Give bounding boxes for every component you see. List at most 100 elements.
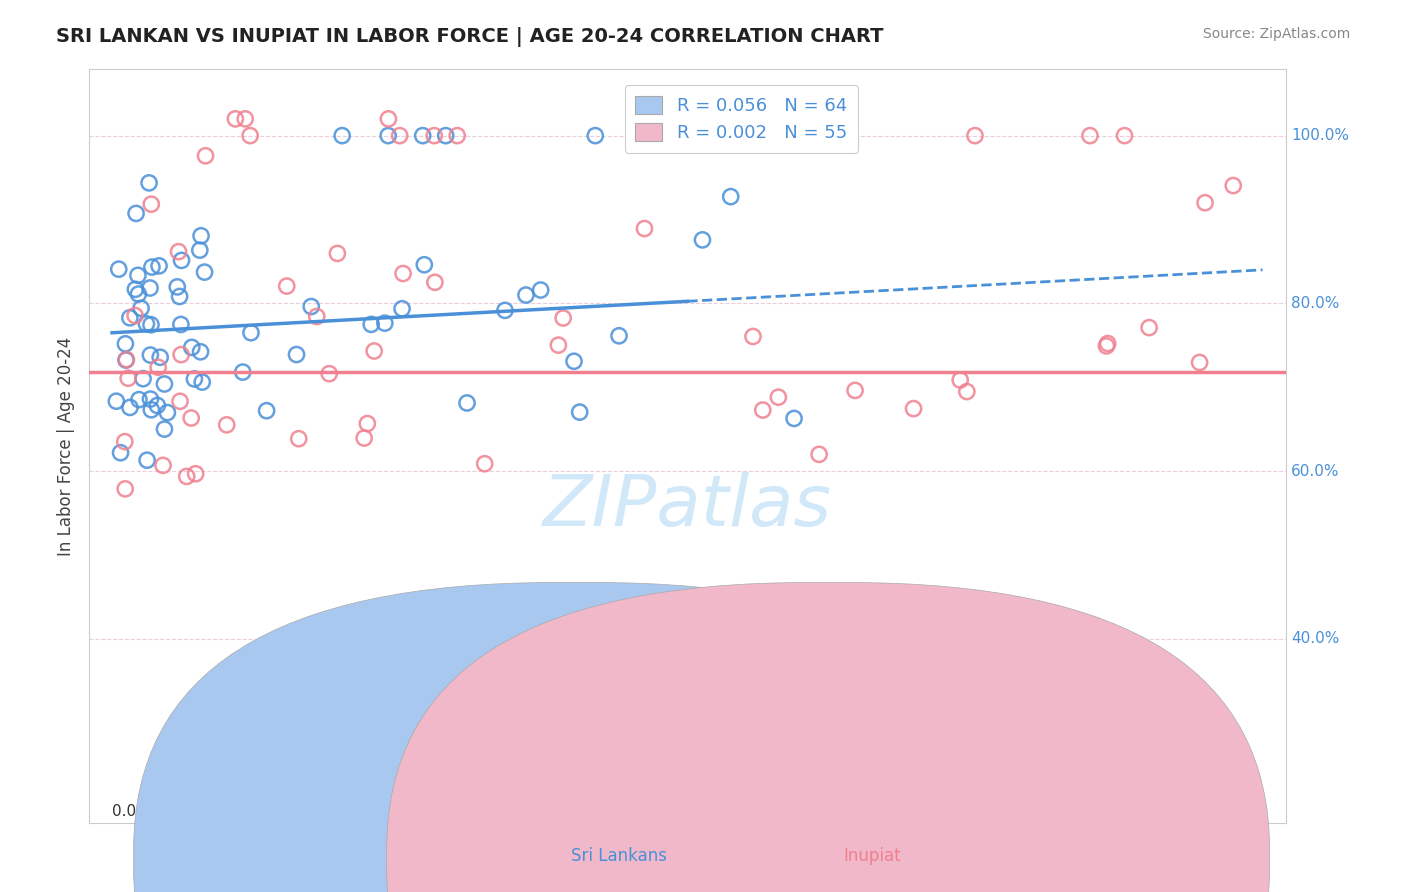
- Text: 40.0%: 40.0%: [1291, 632, 1340, 647]
- Point: [956, 384, 979, 399]
- Point: [356, 417, 378, 431]
- Point: [215, 417, 238, 432]
- Point: [105, 394, 128, 409]
- Point: [114, 482, 136, 496]
- Point: [256, 403, 278, 417]
- Point: [233, 112, 256, 126]
- Point: [110, 446, 132, 460]
- Point: [170, 253, 193, 268]
- Point: [1188, 355, 1211, 369]
- Point: [360, 318, 382, 332]
- Point: [128, 392, 150, 407]
- Point: [193, 265, 215, 279]
- Point: [783, 411, 806, 425]
- Point: [124, 309, 146, 323]
- Point: [141, 260, 163, 274]
- Point: [562, 354, 585, 368]
- Point: [446, 128, 468, 143]
- Point: [494, 303, 516, 318]
- Point: [107, 262, 129, 277]
- Point: [692, 233, 714, 247]
- Point: [118, 310, 141, 325]
- Point: [377, 128, 399, 143]
- Text: SRI LANKAN VS INUPIAT IN LABOR FORCE | AGE 20-24 CORRELATION CHART: SRI LANKAN VS INUPIAT IN LABOR FORCE | A…: [56, 27, 884, 46]
- Point: [377, 112, 399, 126]
- Point: [139, 392, 162, 406]
- Text: Sri Lankans: Sri Lankans: [571, 847, 666, 865]
- Point: [153, 422, 176, 436]
- Point: [633, 221, 655, 235]
- Point: [153, 376, 176, 391]
- Point: [547, 338, 569, 352]
- Point: [180, 411, 202, 425]
- Point: [125, 206, 148, 220]
- Point: [1097, 336, 1119, 351]
- Point: [1078, 128, 1101, 143]
- Point: [115, 352, 138, 367]
- Point: [149, 351, 172, 365]
- Point: [1222, 178, 1244, 193]
- Point: [1194, 195, 1216, 210]
- Point: [118, 401, 141, 415]
- Text: 60.0%: 60.0%: [1291, 464, 1340, 479]
- Point: [127, 287, 149, 301]
- Point: [305, 310, 328, 324]
- Point: [139, 318, 162, 332]
- Text: 80.0%: 80.0%: [1291, 296, 1340, 311]
- Point: [184, 467, 207, 481]
- Point: [583, 128, 606, 143]
- Point: [141, 402, 163, 417]
- Point: [287, 432, 309, 446]
- Point: [963, 128, 986, 143]
- Point: [190, 344, 212, 359]
- Point: [152, 458, 174, 473]
- Point: [232, 365, 254, 379]
- Point: [530, 283, 553, 297]
- Point: [752, 403, 775, 417]
- Point: [353, 431, 375, 445]
- Point: [191, 375, 214, 389]
- Point: [124, 282, 146, 296]
- Point: [742, 329, 765, 343]
- Point: [568, 405, 591, 419]
- Point: [903, 401, 925, 416]
- Point: [167, 244, 190, 259]
- Point: [434, 128, 457, 143]
- Point: [388, 128, 411, 143]
- Point: [474, 457, 496, 471]
- Point: [1137, 320, 1160, 334]
- Point: [391, 301, 413, 316]
- Point: [170, 348, 193, 362]
- Point: [115, 353, 138, 368]
- Point: [132, 372, 155, 386]
- Point: [374, 316, 396, 330]
- Point: [180, 340, 202, 354]
- Point: [146, 360, 169, 375]
- Point: [844, 384, 866, 398]
- Point: [808, 447, 831, 461]
- Point: [139, 348, 162, 362]
- Point: [183, 372, 205, 386]
- Point: [170, 318, 193, 332]
- Point: [720, 189, 742, 203]
- Point: [423, 128, 446, 143]
- Legend: R = 0.056   N = 64, R = 0.002   N = 55: R = 0.056 N = 64, R = 0.002 N = 55: [624, 85, 858, 153]
- Point: [136, 453, 159, 467]
- Text: Source: ZipAtlas.com: Source: ZipAtlas.com: [1202, 27, 1350, 41]
- Point: [412, 128, 434, 143]
- Point: [127, 268, 149, 283]
- Point: [141, 197, 163, 211]
- Point: [318, 367, 340, 381]
- Point: [188, 243, 211, 257]
- Point: [330, 128, 353, 143]
- Point: [194, 149, 217, 163]
- Point: [190, 228, 212, 243]
- Text: 100.0%: 100.0%: [1205, 805, 1263, 819]
- Point: [423, 275, 446, 289]
- Point: [148, 259, 170, 273]
- Point: [456, 396, 478, 410]
- Point: [240, 326, 263, 340]
- Point: [114, 336, 136, 351]
- Point: [515, 288, 537, 302]
- Point: [135, 317, 157, 331]
